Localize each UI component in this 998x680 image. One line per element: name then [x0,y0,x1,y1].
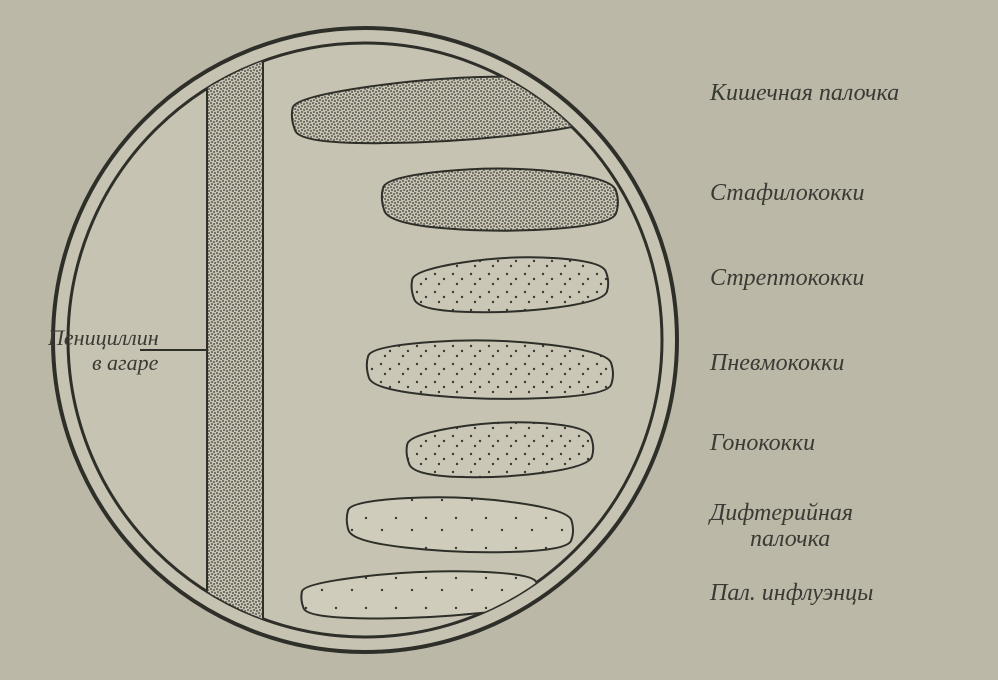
label-diph-line2: палочка [750,526,830,552]
penicillin-label-line2: в агаре [92,350,159,375]
streak-strep [412,257,609,312]
streak-pneumo [367,340,613,398]
streak-gono [407,422,594,477]
penicillin-strip [207,40,263,640]
streak-staph [382,168,618,230]
petri-dish-diagram: Пенициллин в агаре Кишечная палочка Стафи… [0,0,998,680]
label-influenza: Пал. инфлуэнцы [709,580,873,606]
label-diph: Дифтерийная [708,500,853,526]
label-pneumo: Пневмококки [709,350,844,376]
label-staph: Стафилококки [710,180,865,206]
label-strep: Стрептококки [710,265,864,291]
penicillin-label-line1: Пенициллин [47,325,159,350]
label-gono: Гонококки [709,430,815,456]
label-ecoli: Кишечная палочка [709,80,899,106]
